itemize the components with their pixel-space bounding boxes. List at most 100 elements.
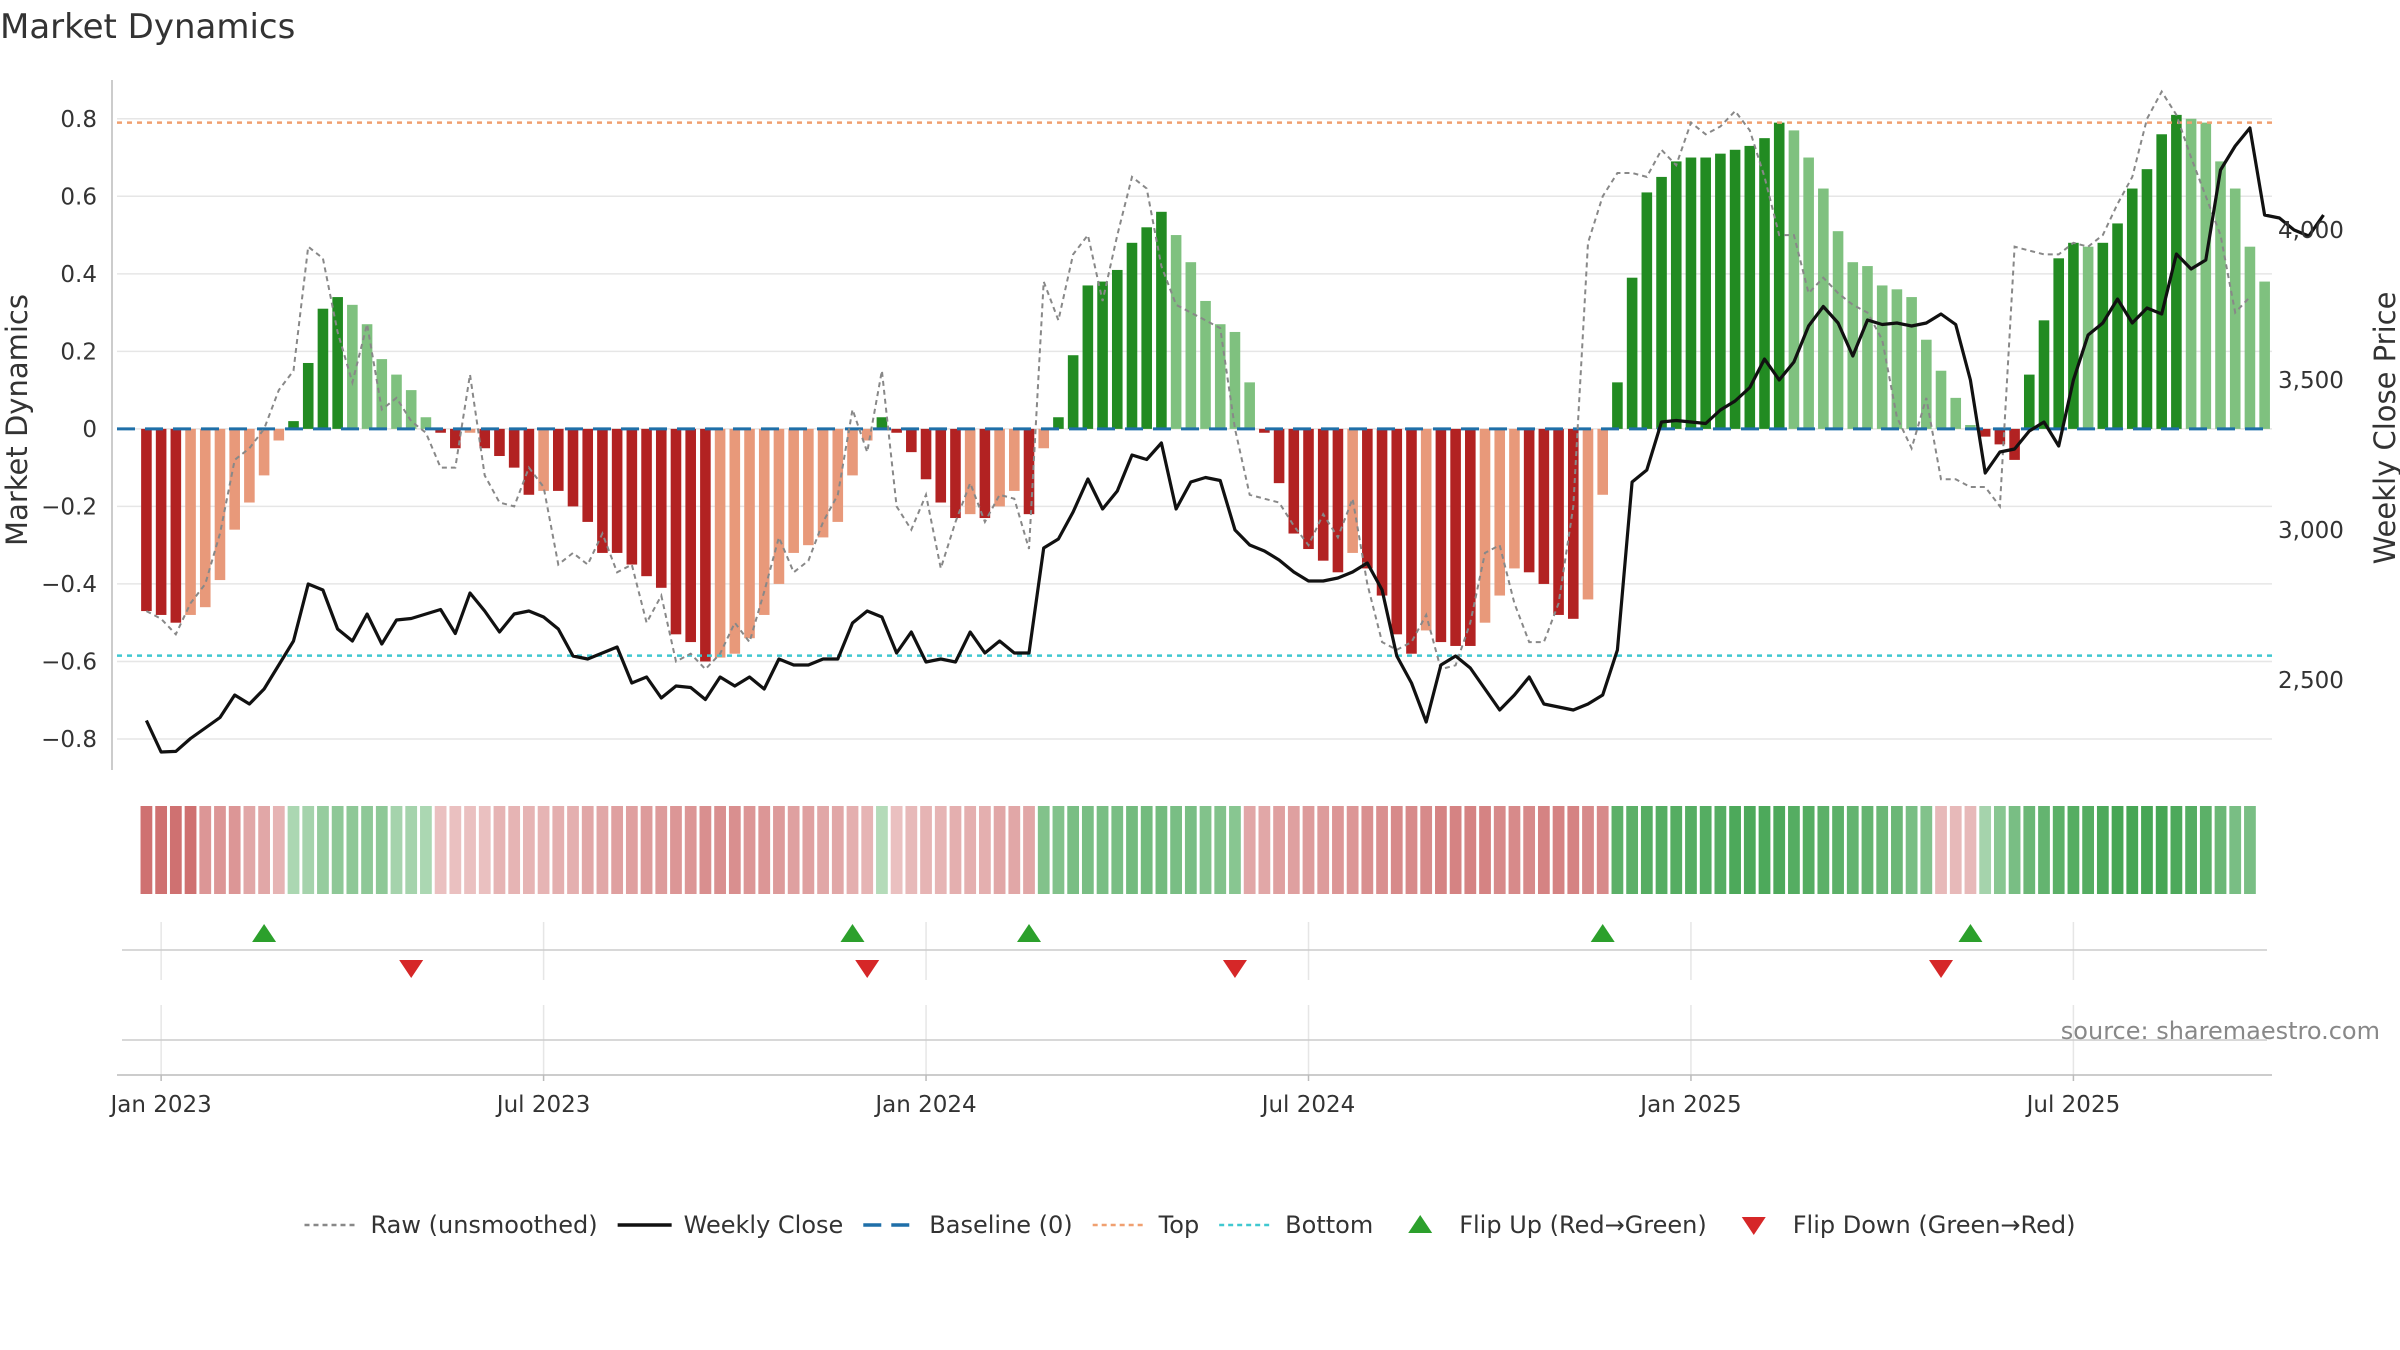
ribbon-cell [831,806,844,894]
dynamics-bar [1950,397,1962,429]
dynamics-bar [538,428,549,491]
ribbon-cell [2096,806,2109,894]
ribbon-cell [934,806,947,894]
legend-label: Flip Up (Red→Green) [1459,1211,1707,1239]
dynamics-bar [1097,281,1108,429]
dynamics-bar [1876,285,1888,429]
ribbon-cell [2023,806,2036,894]
dynamics-bar [2038,320,2050,429]
ribbon-cell [2141,806,2153,894]
ribbon-cell [1184,806,1197,894]
ribbon-cell [1111,806,1124,894]
chart-title: Market Dynamics [0,7,295,47]
ribbon-cell [1332,806,1344,894]
ribbon-cell [2038,806,2050,894]
ribbon-cell [361,806,373,894]
legend-label: Weekly Close [684,1211,844,1239]
line-series [144,89,2325,754]
dynamics-bar [803,428,814,546]
ribbon-cell [1126,806,1138,894]
dynamics-bar [979,428,991,519]
ribbon-cell [728,806,741,894]
flip-down-marker [399,960,424,978]
dynamics-bar [1288,428,1300,534]
ribbon-cell [625,806,638,894]
ribbon-cell [817,806,829,894]
dynamics-bar [1685,157,1697,429]
dynamics-bar [1082,285,1094,429]
legend-label: Baseline (0) [929,1211,1072,1239]
dynamics-bar [1597,428,1608,495]
dynamics-bar [317,308,329,429]
dynamics-bars [141,114,2270,662]
dynamics-bar [1347,428,1358,553]
ribbon-cell [1788,806,1800,894]
ribbon-cell [1243,806,1256,894]
dynamics-bar [332,297,343,429]
ribbon-cell [1287,806,1300,894]
ribbon-cell [1802,806,1815,894]
ribbon-cell [1420,806,1433,894]
dynamics-bar [1273,428,1285,484]
y2-tick-label: 3,000 [2278,518,2344,544]
dynamics-bar [1141,227,1152,429]
dynamics-bar [1523,428,1535,573]
ribbon-cell [1405,806,1418,894]
dynamics-bar [2200,122,2212,429]
legend-label: Flip Down (Green→Red) [1793,1211,2076,1239]
dynamics-bar [1362,428,1373,569]
ribbon-cell [2214,806,2227,894]
ribbon-cell [2052,806,2065,894]
dynamics-bar [1906,297,1917,429]
ribbon-cell [1846,806,1859,894]
y-tick-label: 0.4 [60,262,97,288]
dynamics-bar [994,428,1005,507]
dynamics-bar [361,324,373,429]
ribbon-cell [169,806,182,894]
dynamics-bar [1479,428,1491,623]
dynamics-bar [920,428,932,480]
dynamics-bar [1979,428,1991,437]
ribbon-cell [1758,806,1771,894]
dynamics-bar [1788,130,1800,429]
ribbon-cell [949,806,962,894]
dynamics-bar [876,417,888,429]
dynamics-bar [1317,428,1329,561]
ribbon-cell [2126,806,2139,894]
ribbon-cell [1008,806,1021,894]
dynamics-bar [494,428,505,457]
ribbon-cell [2111,806,2124,894]
dynamics-bar [508,428,520,468]
ribbon-cell [2199,806,2212,894]
ribbon-cell [905,806,918,894]
ribbon-cell [346,806,359,894]
dynamics-bar [302,362,314,429]
dynamics-bar [2112,223,2123,429]
dynamics-bar [1921,339,1932,429]
ribbon-cell [1464,806,1477,894]
ribbon-cell [258,806,270,894]
dynamics-bar [1303,428,1314,550]
ribbon-cell [846,806,859,894]
legend-label: Top [1158,1211,1200,1239]
dynamics-bar [1376,428,1388,596]
dynamics-bar [1200,300,1211,429]
dynamics-bar [700,428,711,662]
flip-markers [252,924,1983,978]
ribbon-cell [1096,806,1109,894]
y-tick-label: 0.8 [60,107,97,133]
dynamics-bar [1715,153,1726,429]
dynamics-bar [1494,428,1506,596]
dynamics-bar [2068,242,2079,429]
ribbon-cell [861,806,874,894]
legend-label: Bottom [1285,1211,1373,1239]
dynamics-bar [258,428,270,476]
dynamics-bar [1994,428,2006,445]
flip-down-marker [1222,960,1247,978]
dynamics-bar [847,428,858,476]
dynamics-bar [2053,258,2065,429]
dynamics-bar [1067,355,1079,429]
dynamics-bar [582,428,594,522]
dynamics-bar [1538,428,1550,584]
dynamics-bar [1567,428,1579,619]
